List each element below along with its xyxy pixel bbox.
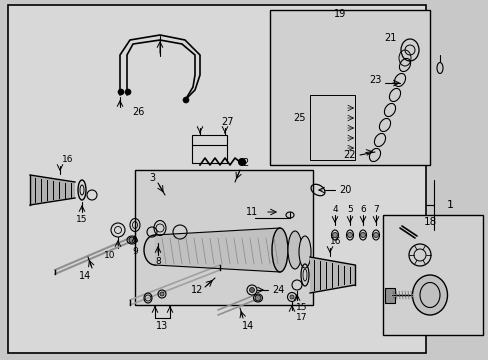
Circle shape xyxy=(254,295,261,301)
Text: 22: 22 xyxy=(343,150,356,160)
Text: 2: 2 xyxy=(242,158,247,168)
Polygon shape xyxy=(30,175,75,205)
Ellipse shape xyxy=(412,275,447,315)
Polygon shape xyxy=(309,257,354,293)
Text: 3: 3 xyxy=(149,173,155,183)
Text: 10: 10 xyxy=(104,251,116,260)
Circle shape xyxy=(347,233,352,238)
Bar xyxy=(135,170,312,305)
Text: 25: 25 xyxy=(293,113,305,123)
Text: 27: 27 xyxy=(221,117,234,127)
Ellipse shape xyxy=(287,231,302,269)
Text: 18: 18 xyxy=(423,217,436,227)
Ellipse shape xyxy=(143,235,165,265)
Text: 23: 23 xyxy=(368,75,381,85)
Circle shape xyxy=(332,233,337,238)
Bar xyxy=(309,95,354,160)
Text: 15: 15 xyxy=(296,303,307,312)
Circle shape xyxy=(373,233,378,238)
Text: 12: 12 xyxy=(190,285,203,295)
Polygon shape xyxy=(155,228,280,272)
Text: 6: 6 xyxy=(359,206,365,215)
Circle shape xyxy=(129,237,135,243)
Text: 15: 15 xyxy=(76,216,87,225)
Text: 5: 5 xyxy=(346,206,352,215)
Circle shape xyxy=(118,89,124,95)
Text: 24: 24 xyxy=(271,285,284,295)
Bar xyxy=(382,215,482,335)
Text: 16: 16 xyxy=(62,156,74,165)
Circle shape xyxy=(289,295,293,299)
Text: 13: 13 xyxy=(156,321,168,331)
Text: 1: 1 xyxy=(446,200,452,210)
Text: 9: 9 xyxy=(132,248,138,256)
Ellipse shape xyxy=(298,236,310,268)
Bar xyxy=(384,288,394,303)
Text: 26: 26 xyxy=(132,107,144,117)
Circle shape xyxy=(238,158,245,166)
Text: 16: 16 xyxy=(329,237,341,246)
Circle shape xyxy=(183,97,189,103)
Circle shape xyxy=(160,292,163,296)
Text: 4: 4 xyxy=(331,206,337,215)
Bar xyxy=(269,10,429,165)
Text: 8: 8 xyxy=(155,257,161,266)
Text: 11: 11 xyxy=(245,207,258,217)
Text: 17: 17 xyxy=(296,314,307,323)
Text: 14: 14 xyxy=(242,321,254,331)
Bar xyxy=(8,5,425,353)
Text: 21: 21 xyxy=(383,33,395,43)
Text: 20: 20 xyxy=(338,185,350,195)
Ellipse shape xyxy=(271,228,287,272)
Circle shape xyxy=(249,288,254,292)
Circle shape xyxy=(360,233,365,238)
Text: 14: 14 xyxy=(79,271,91,281)
Text: 19: 19 xyxy=(333,9,346,19)
Text: 7: 7 xyxy=(372,206,378,215)
Bar xyxy=(192,135,226,163)
Circle shape xyxy=(125,89,131,95)
